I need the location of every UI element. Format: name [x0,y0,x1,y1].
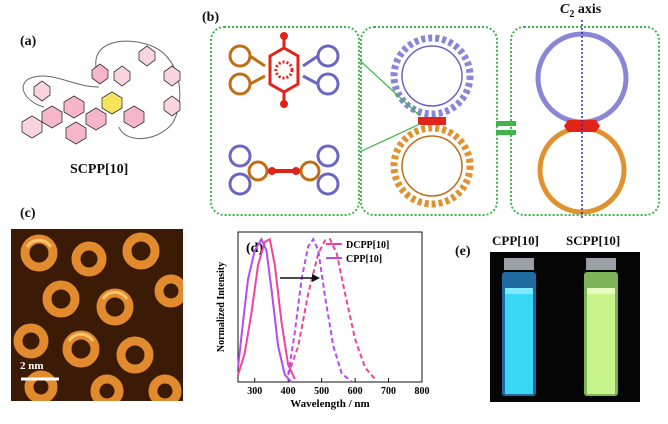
vial-left-label: CPP[10] [492,233,539,248]
vials-photo [490,252,640,402]
c2-axis-letter: C [560,2,570,17]
legend-label: DCPP[10] [346,240,389,251]
x-axis-label: Wavelength / nm [290,398,369,410]
series-line-cpp10-dashed [287,237,353,383]
x-tick-label: 700 [381,386,396,397]
panel-label-c: (c) [20,206,36,221]
series-line-dcpp10-dashed [287,237,376,380]
plot-frame [237,231,423,383]
scale-bar-label: 2 nm [20,360,44,372]
c2-axis-subscript: 2 [569,8,575,20]
x-tick-label: 500 [314,386,329,397]
fragment-models [228,32,340,196]
series-line-cpp10-solid [237,236,293,383]
fragment-box [210,26,360,216]
series-line-dcpp10-solid [237,237,296,380]
c2-axis-label: C2 axis [560,2,601,20]
x-tick-label: 800 [415,386,430,397]
scpp10-structure-drawing [21,40,181,145]
legend-label: CPP[10] [346,254,382,265]
scpp10-caption: SCPP[10] [70,162,129,177]
schematic-figure-eight [535,20,629,220]
panel-label-e: (e) [455,244,471,259]
vial-right-label: SCPP[10] [566,233,621,248]
shift-arrow-head [312,274,320,282]
vial-right-cap [586,258,616,270]
x-tick-label: 400 [281,386,296,397]
equals-sign [496,121,516,135]
panel-label-b: (b) [202,10,220,25]
x-tick-label: 300 [247,386,262,397]
x-tick-label: 600 [348,386,363,397]
vial-left-cap [504,258,534,270]
c2-axis-word: axis [574,2,602,17]
bottom-fragment [228,144,252,196]
afm-image [11,229,183,401]
y-axis-label: Normalized Intensity [216,262,227,352]
panel-label-a: (a) [20,34,37,49]
top-fragment [228,44,266,96]
molecule-figure-eight [360,34,474,208]
